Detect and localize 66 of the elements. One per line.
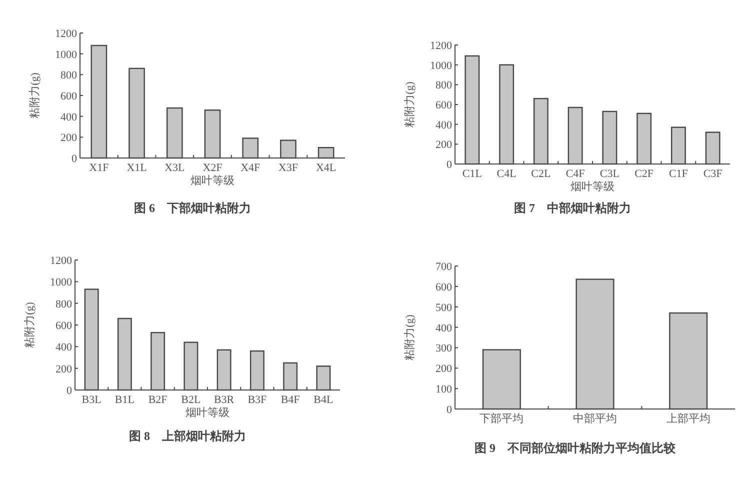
x-tick-label: 中部平均 xyxy=(573,412,617,425)
y-tick-label: 300 xyxy=(436,342,452,355)
y-tick-label: 200 xyxy=(60,132,78,144)
y-tick-label: 600 xyxy=(436,100,452,112)
y-tick-label: 200 xyxy=(56,363,72,376)
x-axis-title: 烟叶等级 xyxy=(570,180,614,193)
y-tick-label: 1000 xyxy=(55,48,78,61)
y-tick-label: 400 xyxy=(56,342,72,354)
y-tick-label: 1000 xyxy=(430,60,452,72)
y-tick-label: 400 xyxy=(436,322,452,334)
y-tick-label: 0 xyxy=(446,159,452,171)
x-tick-label: C1F xyxy=(668,168,688,180)
y-tick-label: 1200 xyxy=(55,28,78,40)
x-tick-label: 下部平均 xyxy=(480,412,524,425)
y-tick-label: 0 xyxy=(446,404,452,416)
y-tick-label: 1000 xyxy=(50,276,72,289)
y-axis-title: 粘附力(g) xyxy=(403,81,416,128)
text: 图 9 不同部位烟叶粘附力平均值比较 xyxy=(474,441,676,455)
y-tick-label: 800 xyxy=(56,298,72,310)
y-tick-label: 600 xyxy=(436,281,452,294)
x-tick-label: X1F xyxy=(89,162,109,174)
x-tick-label: C2F xyxy=(634,168,654,180)
y-tick-label: 800 xyxy=(60,70,78,82)
y-tick-label: 800 xyxy=(436,80,452,92)
x-tick-label: C4L xyxy=(496,168,517,180)
y-tick-label: 200 xyxy=(436,363,452,376)
x-tick-label: C2L xyxy=(531,168,551,180)
x-tick-label: X4F xyxy=(240,162,260,174)
x-tick-label: B2F xyxy=(148,394,168,406)
x-tick-label: C4F xyxy=(566,168,585,180)
y-tick-label: 600 xyxy=(56,320,72,332)
y-tick-label: 200 xyxy=(436,139,452,152)
y-tick-label: 0 xyxy=(72,153,78,165)
x-tick-label: C3L xyxy=(600,168,620,180)
text: 图 7 中部烟叶粘附力 xyxy=(514,201,631,215)
x-tick-label: X4L xyxy=(316,162,336,174)
x-tick-label: X2F xyxy=(202,162,222,174)
y-tick-label: 600 xyxy=(60,90,78,102)
x-tick-label: B3L xyxy=(82,394,102,406)
y-tick-label: 0 xyxy=(66,385,72,397)
y-tick-label: 100 xyxy=(436,384,452,396)
x-tick-label: X3L xyxy=(164,162,185,174)
x-tick-label: X1L xyxy=(126,162,148,174)
y-tick-label: 500 xyxy=(436,302,452,314)
x-tick-label: B3F xyxy=(248,394,267,406)
x-tick-label: B3R xyxy=(214,394,235,406)
y-axis-title: 粘附力(g) xyxy=(23,302,36,348)
y-tick-label: 400 xyxy=(60,111,78,124)
x-tick-label: C1L xyxy=(462,168,482,180)
x-tick-label: B4F xyxy=(280,394,300,406)
x-tick-label: B1L xyxy=(114,394,135,406)
text: 图 8 上部烟叶粘附力 xyxy=(129,429,246,443)
text: 图 6 下部烟叶粘附力 xyxy=(134,201,251,215)
x-tick-label: B4L xyxy=(314,394,334,406)
y-tick-label: 1200 xyxy=(430,40,452,52)
x-tick-label: X3F xyxy=(278,162,298,174)
x-axis-title: 烟叶等级 xyxy=(186,406,230,419)
x-tick-label: B2L xyxy=(181,394,201,406)
x-tick-label: C3F xyxy=(703,168,722,180)
y-axis-title: 粘附力(g) xyxy=(403,314,416,360)
x-tick-label: 上部平均 xyxy=(666,412,710,425)
y-tick-label: 1200 xyxy=(50,255,72,267)
x-axis-title: 烟叶等级 xyxy=(190,174,234,187)
y-tick-label: 700 xyxy=(436,261,452,273)
y-axis-title: 粘附力(g) xyxy=(28,72,41,118)
y-tick-label: 400 xyxy=(436,119,452,132)
